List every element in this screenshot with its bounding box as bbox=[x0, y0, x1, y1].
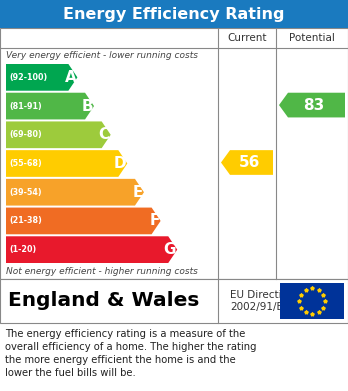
Text: E: E bbox=[133, 185, 143, 200]
Text: (1-20): (1-20) bbox=[9, 245, 36, 254]
Text: the more energy efficient the home is and the: the more energy efficient the home is an… bbox=[5, 355, 236, 365]
Bar bbox=[280, 283, 344, 319]
Text: (69-80): (69-80) bbox=[9, 130, 42, 139]
Text: (55-68): (55-68) bbox=[9, 159, 42, 168]
Text: overall efficiency of a home. The higher the rating: overall efficiency of a home. The higher… bbox=[5, 342, 256, 352]
Text: 56: 56 bbox=[238, 155, 260, 170]
Text: (92-100): (92-100) bbox=[9, 73, 47, 82]
Bar bbox=[0, 0, 348, 28]
Bar bbox=[0, 279, 348, 323]
Text: (39-54): (39-54) bbox=[9, 188, 42, 197]
Polygon shape bbox=[6, 179, 144, 206]
Bar bbox=[0, 28, 348, 279]
Text: G: G bbox=[164, 242, 176, 257]
Text: England & Wales: England & Wales bbox=[8, 292, 199, 310]
Text: Very energy efficient - lower running costs: Very energy efficient - lower running co… bbox=[6, 50, 198, 59]
Text: 2002/91/EC: 2002/91/EC bbox=[230, 302, 290, 312]
Text: B: B bbox=[81, 99, 93, 113]
Text: D: D bbox=[114, 156, 126, 171]
Polygon shape bbox=[6, 93, 94, 119]
Polygon shape bbox=[221, 150, 273, 175]
Text: F: F bbox=[149, 213, 160, 228]
Text: Potential: Potential bbox=[289, 33, 335, 43]
Polygon shape bbox=[6, 150, 127, 177]
Text: The energy efficiency rating is a measure of the: The energy efficiency rating is a measur… bbox=[5, 329, 245, 339]
Text: Current: Current bbox=[227, 33, 267, 43]
Polygon shape bbox=[6, 122, 111, 148]
Text: A: A bbox=[65, 70, 77, 85]
Text: C: C bbox=[98, 127, 110, 142]
Text: (21-38): (21-38) bbox=[9, 217, 42, 226]
Polygon shape bbox=[6, 64, 77, 91]
Polygon shape bbox=[6, 236, 177, 263]
Text: EU Directive: EU Directive bbox=[230, 290, 294, 300]
Polygon shape bbox=[279, 93, 345, 117]
Text: Not energy efficient - higher running costs: Not energy efficient - higher running co… bbox=[6, 267, 198, 276]
Text: Energy Efficiency Rating: Energy Efficiency Rating bbox=[63, 7, 285, 22]
Polygon shape bbox=[6, 208, 160, 234]
Text: 83: 83 bbox=[303, 98, 325, 113]
Text: lower the fuel bills will be.: lower the fuel bills will be. bbox=[5, 368, 136, 378]
Text: (81-91): (81-91) bbox=[9, 102, 42, 111]
